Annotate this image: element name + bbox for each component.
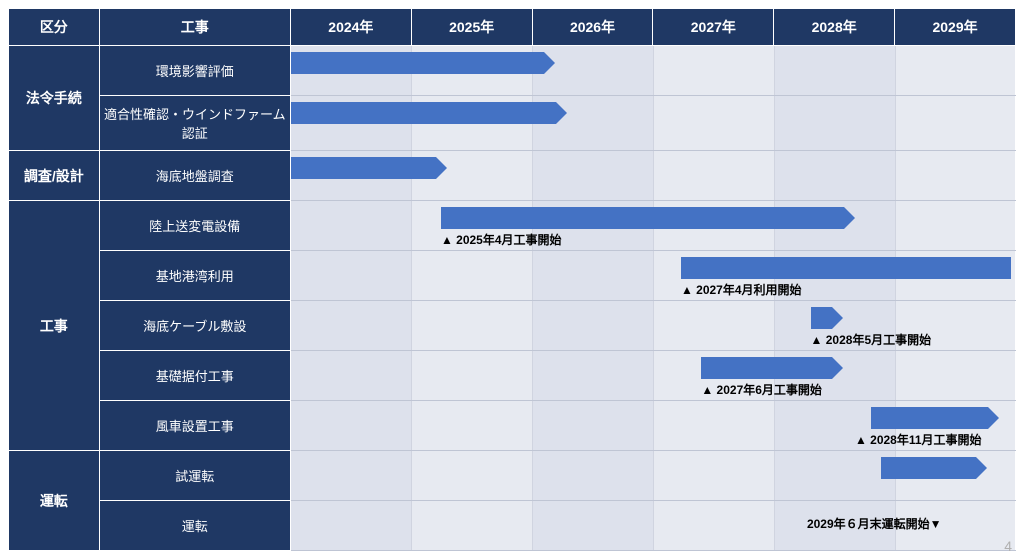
- timeline-cell: [290, 451, 1015, 501]
- table-row: 風車設置工事 ▲ 2028年11月工事開始: [9, 401, 1016, 451]
- header-year: 2025年: [411, 9, 532, 46]
- task-cell: 環境影響評価: [99, 46, 290, 96]
- table-row: 基礎据付工事 ▲ 2027年6月工事開始: [9, 351, 1016, 401]
- timeline-cell: ▲ 2028年11月工事開始: [290, 401, 1015, 451]
- header-year: 2026年: [532, 9, 653, 46]
- task-cell: 基礎据付工事: [99, 351, 290, 401]
- gantt-bar: [871, 407, 988, 429]
- timeline-cell: 2029年６月末運転開始▼: [290, 501, 1015, 551]
- task-cell: 海底地盤調査: [99, 151, 290, 201]
- category-cell: 運転: [9, 451, 100, 551]
- gantt-bar: [681, 257, 1011, 279]
- header-category: 区分: [9, 9, 100, 46]
- table-row: 調査/設計海底地盤調査: [9, 151, 1016, 201]
- gantt-bar: [441, 207, 844, 229]
- page-number: 4: [1004, 538, 1012, 554]
- gantt-bar: [811, 307, 832, 329]
- header-row: 区分 工事 2024年 2025年 2026年 2027年 2028年 2029…: [9, 9, 1016, 46]
- task-cell: 陸上送変電設備: [99, 201, 290, 251]
- annotation: ▲ 2028年11月工事開始: [855, 431, 982, 448]
- timeline-cell: [290, 151, 1015, 201]
- annotation: ▲ 2028年5月工事開始: [811, 331, 932, 348]
- task-cell: 運転: [99, 501, 290, 551]
- gantt-bar: [291, 157, 436, 179]
- table-row: 海底ケーブル敷設 ▲ 2028年5月工事開始: [9, 301, 1016, 351]
- gantt-bar: [291, 102, 556, 124]
- annotation: ▲ 2027年4月利用開始: [681, 281, 802, 298]
- task-cell: 海底ケーブル敷設: [99, 301, 290, 351]
- timeline-cell: [290, 96, 1015, 151]
- table-row: 法令手続環境影響評価: [9, 46, 1016, 96]
- table-row: 運転試運転: [9, 451, 1016, 501]
- timeline-cell: [290, 46, 1015, 96]
- task-cell: 試運転: [99, 451, 290, 501]
- task-cell: 風車設置工事: [99, 401, 290, 451]
- table-row: 適合性確認・ウインドファーム認証: [9, 96, 1016, 151]
- task-cell: 適合性確認・ウインドファーム認証: [99, 96, 290, 151]
- annotation: 2029年６月末運転開始▼: [807, 515, 942, 532]
- annotation: ▲ 2025年4月工事開始: [441, 231, 562, 248]
- category-cell: 調査/設計: [9, 151, 100, 201]
- header-year: 2029年: [895, 9, 1016, 46]
- annotation: ▲ 2027年6月工事開始: [701, 381, 822, 398]
- header-year: 2028年: [774, 9, 895, 46]
- header-year: 2027年: [653, 9, 774, 46]
- category-cell: 工事: [9, 201, 100, 451]
- table-row: 運転 2029年６月末運転開始▼: [9, 501, 1016, 551]
- gantt-bar: [291, 52, 544, 74]
- category-cell: 法令手続: [9, 46, 100, 151]
- header-task: 工事: [99, 9, 290, 46]
- gantt-bar: [701, 357, 832, 379]
- timeline-cell: ▲ 2028年5月工事開始: [290, 301, 1015, 351]
- gantt-chart: 区分 工事 2024年 2025年 2026年 2027年 2028年 2029…: [8, 8, 1016, 551]
- timeline-cell: ▲ 2027年6月工事開始: [290, 351, 1015, 401]
- timeline-cell: ▲ 2027年4月利用開始: [290, 251, 1015, 301]
- task-cell: 基地港湾利用: [99, 251, 290, 301]
- table-row: 基地港湾利用 ▲ 2027年4月利用開始: [9, 251, 1016, 301]
- timeline-cell: ▲ 2025年4月工事開始: [290, 201, 1015, 251]
- header-year: 2024年: [290, 9, 411, 46]
- table-row: 工事陸上送変電設備▲ 2025年4月工事開始: [9, 201, 1016, 251]
- gantt-bar: [881, 457, 976, 479]
